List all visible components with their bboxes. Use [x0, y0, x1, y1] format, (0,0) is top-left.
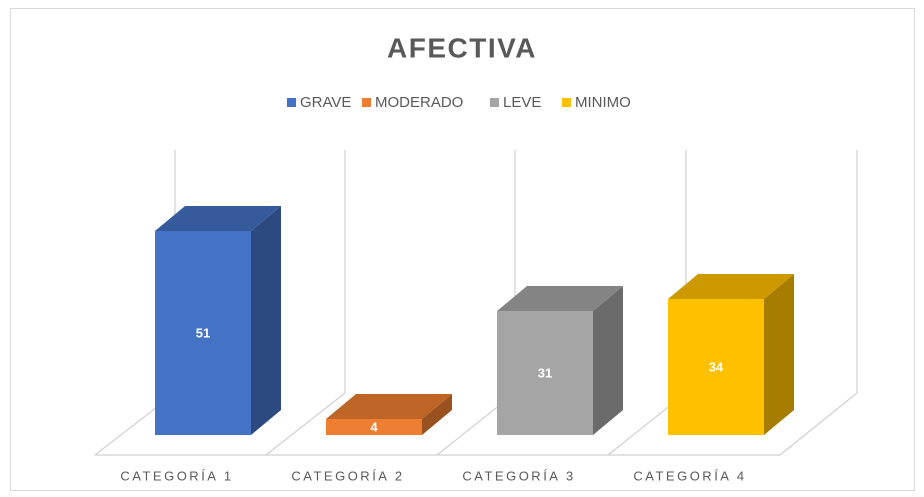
bar-side — [251, 206, 281, 435]
legend-swatch — [562, 98, 571, 107]
legend-label: LEVE — [503, 94, 541, 111]
floor-front — [95, 392, 858, 456]
data-label: 34 — [709, 359, 724, 374]
x-tick-label: CATEGORÍA 4 — [633, 468, 746, 483]
legend-swatch — [362, 98, 371, 107]
bar-top — [497, 286, 623, 311]
bar-side — [764, 274, 794, 435]
x-tick-label: CATEGORÍA 1 — [120, 468, 233, 483]
data-label: 4 — [370, 419, 378, 434]
bar-side — [593, 286, 623, 435]
legend-label: MINIMO — [575, 94, 631, 111]
legend-swatch — [490, 98, 499, 107]
legend-label: MODERADO — [375, 94, 463, 111]
chart-title: AFECTIVA — [387, 32, 537, 63]
legend-swatch — [287, 98, 296, 107]
x-tick-label: CATEGORÍA 2 — [291, 468, 404, 483]
legend-label: GRAVE — [300, 94, 351, 111]
bar-top — [668, 274, 794, 299]
bar-side — [422, 394, 452, 435]
bar — [668, 299, 764, 435]
bar-top — [326, 394, 452, 419]
bar — [326, 419, 422, 435]
bar — [497, 311, 593, 435]
data-label: 51 — [196, 325, 210, 340]
bar — [155, 231, 251, 435]
x-tick-label: CATEGORÍA 3 — [462, 468, 575, 483]
data-label: 31 — [538, 365, 552, 380]
bar-top — [155, 206, 281, 231]
floor-edge — [265, 392, 346, 456]
